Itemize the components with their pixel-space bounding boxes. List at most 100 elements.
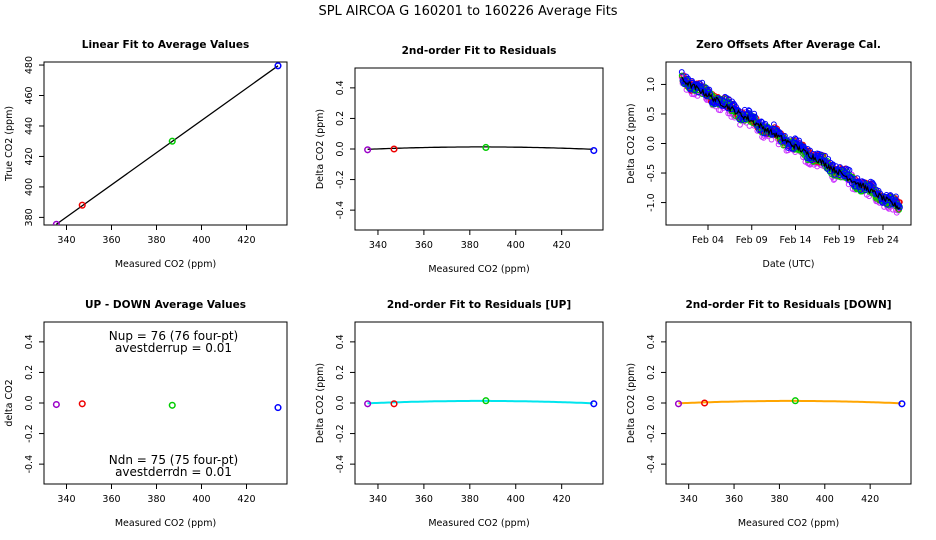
annotation-avestderrdn: avestderrdn = 0.01: [115, 465, 232, 479]
data-point-blue: [898, 400, 906, 408]
y-tick-label: 420: [24, 147, 35, 165]
annotation-avestderrup: avestderrup = 0.01: [115, 341, 232, 355]
data-point-green: [482, 397, 490, 405]
x-tick-label: 420: [237, 235, 255, 246]
data-point-blue: [746, 108, 753, 114]
x-tick-label: 420: [553, 494, 571, 505]
y-tick-label: -0.4: [646, 455, 657, 474]
panel-p1: Linear Fit to Average Values Measured CO2…: [4, 39, 288, 270]
data-point-blue: [745, 107, 752, 114]
y-axis-label: Delta CO2 (ppm): [315, 109, 326, 189]
annotation-ndn: Ndn = 75 (75 four-pt): [109, 453, 238, 467]
fit-curve: [678, 399, 901, 405]
data-point-blue: [887, 192, 894, 198]
x-tick-label: 420: [861, 494, 879, 505]
x-tick-label: 360: [415, 494, 433, 505]
panel-p6: 2nd-order Fit to Residuals [DOWN] Measure…: [626, 299, 912, 529]
data-point-green: [482, 143, 490, 152]
data-point-blue: [877, 190, 884, 197]
x-tick-label: 400: [507, 240, 525, 251]
x-tick-label: 420: [237, 494, 255, 505]
data-point-blue: [752, 113, 758, 120]
x-tick-label: 380: [461, 240, 479, 251]
panel-p2: 2nd-order Fit to Residuals Measured CO2 (…: [315, 45, 604, 275]
fit-curve: [367, 146, 593, 150]
x-tick-label: 360: [102, 235, 120, 246]
x-tick-label: 380: [461, 494, 479, 505]
y-tick-label: 0.4: [335, 80, 346, 95]
y-tick-label: 0.0: [335, 141, 346, 156]
y-tick-label: -0.4: [335, 201, 346, 220]
data-point-blue: [871, 182, 877, 188]
y-tick-label: 0.5: [646, 106, 657, 121]
x-axis-label: Measured CO2 (ppm): [115, 259, 216, 270]
panel-p4: UP - DOWN Average Values Measured CO2 (pp…: [4, 299, 288, 529]
data-layer: [52, 62, 282, 225]
data-point-purple: [364, 146, 372, 154]
data-point-blue: [846, 167, 853, 173]
y-tick-label: -0.5: [646, 164, 657, 183]
data-point-blue: [699, 79, 706, 86]
panel-title: 2nd-order Fit to Residuals: [402, 45, 557, 57]
x-tick-label: Feb 04: [692, 235, 724, 246]
y-tick-label: 0.2: [24, 365, 35, 380]
y-tick-label: 0.0: [646, 395, 657, 410]
data-point-blue: [687, 86, 694, 93]
x-tick-label: Feb 09: [736, 235, 768, 246]
data-point-purple: [674, 400, 683, 408]
x-tick-label: Feb 24: [867, 235, 899, 246]
x-axis-label: Measured CO2 (ppm): [428, 518, 529, 529]
y-axis-label: Delta CO2 (ppm): [315, 363, 326, 443]
data-point-blue: [760, 130, 767, 137]
data-point-green: [168, 137, 176, 145]
x-tick-label: 340: [57, 494, 75, 505]
x-tick-label: 340: [369, 240, 387, 251]
data-point-blue: [751, 110, 758, 117]
y-tick-label: 0.0: [24, 395, 35, 410]
data-layer: [52, 400, 282, 412]
x-tick-label: 360: [102, 494, 120, 505]
x-tick-label: 340: [369, 494, 387, 505]
data-point-green: [168, 401, 176, 409]
fit-line: [55, 65, 279, 225]
plot-frame: [43, 61, 288, 226]
y-tick-label: -0.2: [24, 424, 35, 443]
x-tick-label: 340: [57, 235, 75, 246]
data-point-blue: [782, 133, 788, 139]
x-tick-label: 400: [192, 494, 210, 505]
data-point-purple: [52, 220, 60, 225]
x-tick-label: 380: [147, 494, 165, 505]
panel-title: Zero Offsets After Average Cal.: [696, 39, 881, 51]
y-tick-label: 0.4: [335, 334, 346, 349]
data-point-red: [701, 399, 709, 407]
data-point-blue: [590, 146, 598, 155]
data-point-blue: [854, 175, 861, 182]
data-point-blue: [886, 192, 893, 199]
x-tick-label: 360: [725, 494, 743, 505]
x-tick-label: 380: [147, 235, 165, 246]
x-tick-label: 400: [816, 494, 834, 505]
annotation-nup: Nup = 76 (76 four-pt): [109, 329, 238, 343]
x-tick-label: 420: [553, 240, 571, 251]
data-layer: [678, 69, 903, 216]
x-axis-label: Date (UTC): [763, 259, 815, 270]
data-point-purple: [52, 400, 60, 409]
x-axis-label: Measured CO2 (ppm): [115, 518, 216, 529]
y-tick-label: 0.4: [24, 334, 35, 349]
y-axis-label: Delta CO2 (ppm): [626, 363, 637, 443]
data-point-red: [78, 400, 86, 408]
y-tick-label: -0.4: [24, 455, 35, 474]
data-point-blue: [822, 152, 828, 159]
x-tick-label: 400: [507, 494, 525, 505]
panel-title: 2nd-order Fit to Residuals [DOWN]: [685, 299, 891, 311]
data-point-blue: [818, 151, 825, 158]
y-tick-label: 0.0: [335, 395, 346, 410]
y-axis-label: Delta CO2 (ppm): [626, 103, 637, 183]
y-tick-label: 0.2: [646, 365, 657, 380]
fit-curve: [367, 399, 593, 405]
y-tick-label: 440: [24, 117, 35, 135]
y-tick-label: -0.2: [335, 170, 346, 189]
x-tick-label: 400: [192, 235, 210, 246]
y-tick-label: -0.2: [335, 424, 346, 443]
figure-title: SPL AIRCOA G 160201 to 160226 Average Fi…: [318, 4, 617, 19]
